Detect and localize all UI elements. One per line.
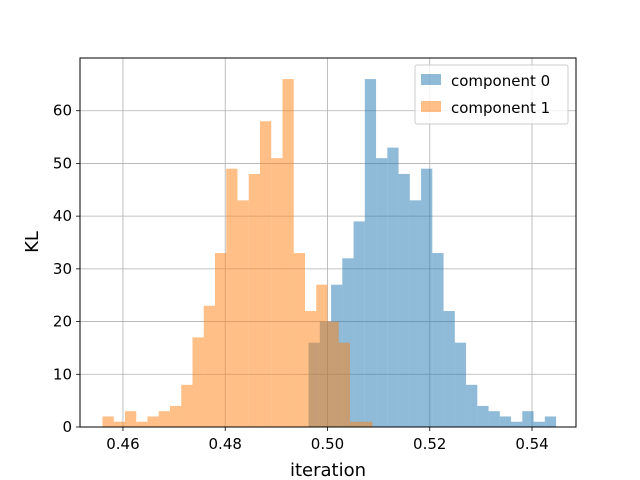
histogram-bar-component-0 [499,416,512,427]
legend-label-component-0: component 0 [451,72,550,90]
histogram-bar-component-1 [316,284,328,427]
x-tick-label: 0.46 [106,435,139,453]
legend-box [414,64,569,125]
histogram-bar-component-0 [376,158,388,427]
histogram-bar-component-0 [488,411,500,427]
histogram-bar-component-1 [271,158,283,427]
histogram-bar-component-1 [113,421,125,427]
histogram-bar-component-0 [398,173,410,427]
plot-frame [79,57,577,428]
histogram-bar-component-1 [181,384,193,427]
y-tick-label: 60 [53,102,72,120]
histogram-bar-component-1 [214,253,227,427]
x-tick-label: 0.52 [413,435,446,453]
grid-layer [80,58,576,428]
histogram-bar-component-0 [522,411,534,427]
histogram-bar-component-1 [282,79,294,427]
histogram-bar-component-1 [327,321,339,427]
histogram-bar-component-1 [304,311,317,427]
histogram-bar-component-0 [432,253,444,427]
y-tick-label: 40 [53,207,72,225]
histogram-bar-component-0 [387,147,399,427]
histogram-bar-component-0 [364,79,377,427]
legend: component 0 component 1 [414,64,569,125]
histogram-bar-component-1 [192,337,204,427]
histogram-bar-component-0 [533,421,545,427]
histogram-bar-component-0 [477,405,489,427]
histogram-bar-component-1 [169,405,182,427]
histogram-bar-component-1 [203,305,215,427]
y-tick-label: 20 [53,313,72,331]
legend-swatch-component-0 [421,74,441,85]
histogram-bar-component-0 [511,421,523,427]
histogram-bar-component-0 [443,311,455,427]
histogram-bar-component-1 [248,173,260,427]
histogram-bar-component-1 [136,421,148,427]
legend-swatch-component-1 [421,101,441,112]
ticks-layer: 0.46 0.48 0.50 0.52 0.54 0 10 20 30 40 50 60 [53,102,549,453]
legend-label-component-1: component 1 [451,99,550,117]
histogram-bar-component-1 [158,411,170,427]
histogram-bar-component-1 [226,168,238,427]
x-tick-label: 0.48 [209,435,242,453]
histogram-bar-component-1 [102,416,114,427]
histogram-bar-component-1 [259,121,272,427]
histogram-bar-component-0 [454,342,467,427]
histogram-bar-component-1 [338,342,350,427]
y-tick-label: 50 [53,154,72,172]
histogram-bar-component-1 [361,421,373,427]
x-axis-label: iteration [290,460,366,480]
y-tick-label: 30 [53,260,72,278]
histogram-bar-component-0 [544,416,557,427]
x-tick-label: 0.54 [515,435,548,453]
histogram-bar-component-0 [353,221,365,427]
x-tick-label: 0.50 [311,435,344,453]
histogram-bar-component-0 [466,384,478,427]
y-tick-label: 0 [62,418,72,436]
histogram-bar-component-1 [293,253,305,427]
histogram-bar-component-0 [421,168,433,427]
histogram-bar-component-1 [147,416,159,427]
histogram-bar-component-1 [124,411,137,427]
y-axis-label: KL [22,231,43,253]
y-tick-label: 10 [53,365,72,383]
histogram-bar-component-1 [349,421,362,427]
histogram-bar-component-1 [237,200,249,427]
histogram-bar-component-0 [409,200,422,427]
bars-layer [102,79,557,427]
